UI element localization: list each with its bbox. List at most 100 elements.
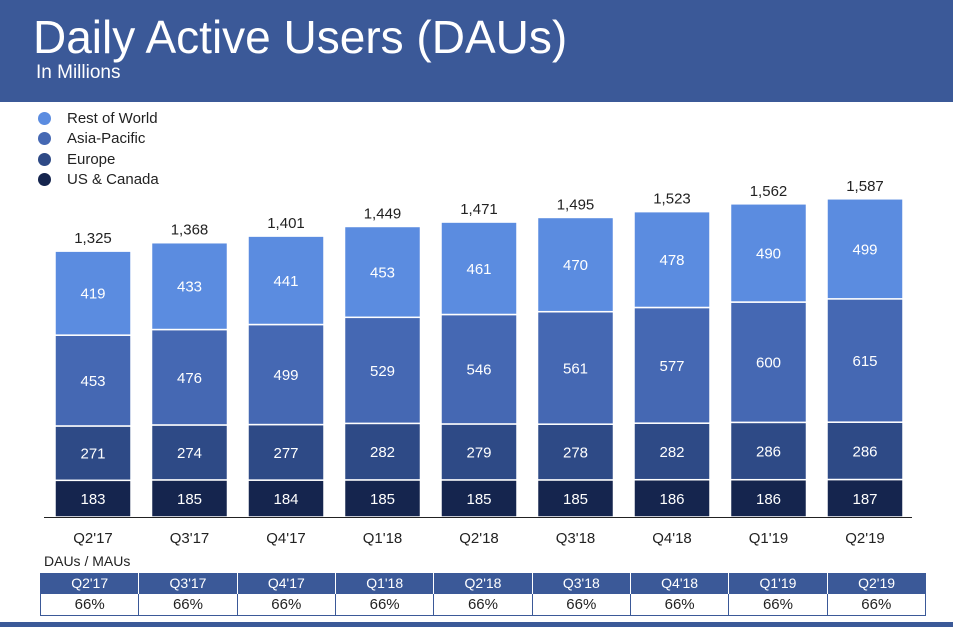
- data-label: 499: [273, 367, 298, 384]
- data-label: 561: [563, 360, 588, 377]
- x-tick-label: Q2'19: [845, 530, 885, 547]
- data-label: 476: [177, 370, 202, 387]
- total-label: 1,495: [557, 196, 595, 213]
- data-label: 282: [659, 444, 684, 461]
- data-label: 185: [370, 491, 395, 508]
- header-banner: Daily Active Users (DAUs) In Millions: [0, 0, 953, 102]
- bar-segment-rest-of-world: [440, 221, 518, 316]
- ratio-header-row: Q2'17 Q3'17 Q4'17 Q1'18 Q2'18 Q3'18 Q4'1…: [39, 573, 926, 594]
- bar-segment-europe: [247, 423, 325, 481]
- ratio-value: 66%: [826, 593, 927, 616]
- x-tick-label: Q1'18: [363, 530, 403, 547]
- x-tick-label: Q4'17: [266, 530, 306, 547]
- data-label: 186: [659, 491, 684, 508]
- total-label: 1,562: [750, 183, 788, 200]
- data-label: 478: [659, 252, 684, 269]
- data-label: 279: [466, 444, 491, 461]
- bar-segment-rest-of-world: [633, 210, 711, 309]
- bar-segment-europe: [633, 422, 711, 481]
- legend-label: US & Canada: [67, 171, 159, 189]
- data-label: 433: [177, 279, 202, 296]
- total-label: 1,368: [171, 222, 209, 239]
- data-label: 185: [177, 491, 202, 508]
- x-tick-label: Q4'18: [652, 530, 692, 547]
- bar-segment-rest-of-world: [826, 198, 904, 300]
- bar-segment-europe: [440, 423, 518, 481]
- legend-swatch-asia-pacific: [38, 132, 51, 146]
- total-label: 1,325: [74, 230, 112, 247]
- data-label: 185: [466, 491, 491, 508]
- data-label: 529: [370, 363, 395, 380]
- data-label: 490: [756, 245, 781, 262]
- legend-label: Europe: [67, 150, 116, 168]
- x-tick-label: Q2'17: [73, 530, 113, 547]
- bar-segment-asia-pacific: [633, 306, 711, 424]
- ratio-quarter: Q1'19: [728, 573, 828, 594]
- page-title: Daily Active Users (DAUs): [33, 11, 568, 63]
- data-label: 453: [370, 264, 395, 281]
- legend-label: Rest of World: [67, 109, 158, 127]
- data-label: 185: [563, 491, 588, 508]
- bar-segment-us-and-canada: [440, 479, 518, 518]
- legend-item-asia-pacific: Asia-Pacific: [38, 129, 159, 150]
- stacked-bar-chart: 183 271 453 419 1,325 Q2'17 185 274 476 433 1,368 Q…: [44, 178, 912, 547]
- bar-segment-us-and-canada: [150, 479, 229, 518]
- legend-item-us-canada: US & Canada: [38, 170, 159, 191]
- data-label: 470: [563, 257, 588, 274]
- ratio-quarter: Q4'18: [629, 573, 729, 594]
- bar-segment-europe: [729, 421, 808, 481]
- legend-swatch-europe: [38, 152, 51, 166]
- total-label: 1,523: [653, 191, 691, 208]
- bar-segment-europe: [826, 421, 904, 481]
- x-tick-label: Q3'17: [170, 530, 210, 547]
- x-tick-label: Q2'18: [459, 530, 499, 547]
- ratio-value: 66%: [531, 593, 631, 616]
- total-label: 1,587: [846, 178, 884, 195]
- dau-mau-ratio-table: Q2'17 Q3'17 Q4'17 Q1'18 Q2'18 Q3'18 Q4'1…: [39, 573, 927, 616]
- bottom-rule: [0, 622, 953, 627]
- ratio-value-row: 66% 66% 66% 66% 66% 66% 66% 66% 66%: [39, 593, 927, 616]
- ratio-value: 66%: [334, 593, 435, 616]
- bar-segment-us-and-canada: [826, 478, 904, 518]
- data-label: 499: [852, 241, 877, 258]
- data-label: 184: [273, 491, 298, 508]
- ratio-value: 66%: [728, 593, 828, 616]
- legend-item-rest-of-world: Rest of World: [38, 108, 159, 129]
- data-label: 286: [852, 443, 877, 460]
- data-label: 453: [80, 373, 105, 390]
- ratio-quarter: Q3'18: [531, 573, 631, 594]
- data-label: 286: [756, 444, 781, 461]
- data-label: 441: [273, 273, 298, 290]
- data-label: 546: [466, 362, 491, 379]
- bar-segment-rest-of-world: [536, 216, 615, 313]
- ratio-value: 66%: [39, 593, 140, 616]
- x-tick-label: Q1'19: [749, 530, 789, 547]
- bar-segment-rest-of-world: [247, 235, 325, 326]
- data-label: 278: [563, 445, 588, 462]
- data-label: 577: [659, 358, 684, 375]
- data-label: 183: [80, 491, 105, 508]
- data-label: 282: [370, 444, 395, 461]
- data-label: 187: [852, 491, 877, 508]
- bar-segment-asia-pacific: [536, 310, 615, 425]
- x-tick-label: Q3'18: [556, 530, 596, 547]
- ratio-value: 66%: [433, 593, 533, 616]
- ratio-quarter: Q4'17: [236, 573, 336, 594]
- bar-segment-europe: [54, 425, 132, 482]
- total-label: 1,401: [267, 215, 305, 232]
- bar-segment-asia-pacific: [343, 316, 422, 425]
- data-label: 461: [466, 261, 491, 278]
- data-label: 274: [177, 445, 202, 462]
- ratio-quarter: Q2'19: [826, 573, 926, 594]
- bar-segment-europe: [536, 423, 615, 481]
- bar-segment-rest-of-world: [150, 241, 229, 331]
- total-label: 1,449: [364, 205, 402, 222]
- bar-segment-rest-of-world: [54, 250, 132, 336]
- bar-segment-asia-pacific: [826, 298, 904, 423]
- ratio-quarter: Q2'17: [39, 573, 139, 594]
- data-label: 277: [273, 445, 298, 462]
- bar-segment-rest-of-world: [729, 203, 808, 303]
- data-label: 600: [756, 355, 781, 372]
- legend-swatch-rest-of-world: [38, 111, 51, 125]
- bar-segment-asia-pacific: [150, 328, 229, 426]
